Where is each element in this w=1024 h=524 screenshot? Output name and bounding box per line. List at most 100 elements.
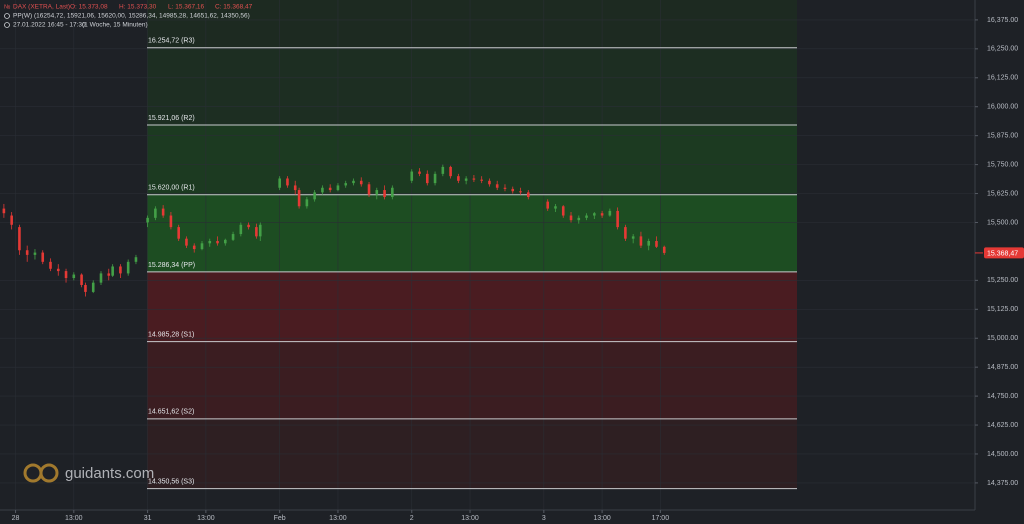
watermark: guidants.com bbox=[23, 463, 154, 483]
candle-body bbox=[662, 246, 666, 253]
x-tick-label: 13:00 bbox=[593, 515, 611, 522]
candle-body bbox=[146, 217, 149, 223]
candle-body bbox=[126, 261, 130, 274]
candle-body bbox=[608, 210, 612, 216]
candle-body bbox=[99, 273, 103, 283]
candle-body bbox=[80, 274, 83, 285]
candle-body bbox=[18, 227, 21, 251]
pivot-zone bbox=[147, 341, 797, 419]
candle-body bbox=[352, 180, 355, 184]
indicator: PP(W) bbox=[13, 13, 32, 20]
candle-body bbox=[585, 215, 588, 218]
y-tick-label: 14,375.00 bbox=[987, 480, 1018, 487]
y-tick-label: 15,875.00 bbox=[987, 133, 1018, 140]
candle-body bbox=[119, 266, 122, 274]
candle-body bbox=[359, 180, 363, 185]
y-tick-label: 16,125.00 bbox=[987, 75, 1018, 82]
y-tick-label: 15,250.00 bbox=[987, 277, 1018, 284]
pivot-zone bbox=[147, 0, 797, 48]
candle-body bbox=[56, 268, 60, 272]
candle-body bbox=[286, 178, 289, 186]
pivot-zone bbox=[147, 194, 797, 272]
ohlc-open: O: 15.373,08 bbox=[70, 4, 108, 11]
candle-body bbox=[647, 240, 651, 246]
candle-body bbox=[546, 201, 550, 209]
pivot-zones bbox=[147, 0, 797, 489]
candle-body bbox=[216, 240, 219, 244]
y-tick-label: 14,500.00 bbox=[987, 451, 1018, 458]
candle-body bbox=[305, 199, 309, 207]
candle-body bbox=[223, 239, 227, 244]
candle-body bbox=[297, 190, 301, 207]
candle-body bbox=[134, 257, 138, 262]
x-tick-label: 3 bbox=[542, 515, 546, 522]
candle-body bbox=[639, 236, 643, 246]
candle-body bbox=[321, 187, 324, 193]
candle-body bbox=[200, 243, 204, 250]
x-tick-label: 2 bbox=[410, 515, 414, 522]
candle-body bbox=[336, 185, 340, 191]
header: № DAX (XETRA, Last) O: 15.373,08 H: 15.3… bbox=[4, 4, 253, 29]
candle-body bbox=[488, 180, 491, 185]
candle-body bbox=[449, 166, 452, 177]
candle-body bbox=[192, 245, 196, 250]
candle-body bbox=[655, 240, 658, 247]
candle-body bbox=[577, 217, 581, 221]
candle-body bbox=[247, 224, 250, 228]
candle-body bbox=[25, 250, 29, 255]
ohlc-low: L: 15.367,16 bbox=[168, 4, 205, 11]
indicator-values: (16254,72, 15921,06, 15620,00, 15286,34,… bbox=[34, 13, 250, 20]
watermark-text: guidants.com bbox=[65, 465, 154, 482]
last-price-tag bbox=[984, 247, 1024, 259]
clock-icon bbox=[4, 22, 10, 28]
x-tick-label: 31 bbox=[144, 515, 152, 522]
candle-body bbox=[480, 179, 483, 181]
candle-body bbox=[503, 187, 507, 189]
time-range: 27.01.2022 16:45 - 17:30 bbox=[13, 22, 86, 29]
candle-body bbox=[328, 187, 332, 191]
grid bbox=[0, 0, 975, 510]
candle-body bbox=[255, 227, 258, 237]
candle-body bbox=[72, 274, 76, 279]
candle-body bbox=[433, 173, 437, 184]
candle-body bbox=[84, 284, 87, 292]
y-tick-label: 15,125.00 bbox=[987, 306, 1018, 313]
x-tick-label: 13:00 bbox=[197, 515, 215, 522]
x-tick-label: 28 bbox=[12, 515, 20, 522]
candle-body bbox=[511, 188, 515, 192]
logo-ring bbox=[39, 463, 59, 483]
x-tick-label: 13:00 bbox=[329, 515, 347, 522]
instrument: DAX (XETRA, Last) bbox=[13, 4, 70, 11]
candle-body bbox=[278, 178, 281, 188]
pivot-label: 14.985,28 (S1) bbox=[148, 331, 194, 338]
candle-body bbox=[2, 208, 6, 214]
candle-body bbox=[464, 178, 468, 181]
x-tick-label: 17:00 bbox=[652, 515, 670, 522]
candle-body bbox=[177, 227, 180, 239]
candle-body bbox=[383, 190, 386, 198]
pivot-zone bbox=[147, 271, 797, 342]
candle-body bbox=[519, 191, 522, 193]
y-tick-label: 14,875.00 bbox=[987, 364, 1018, 371]
candle-body bbox=[367, 184, 371, 195]
candle-body bbox=[91, 282, 95, 292]
y-tick-label: 15,500.00 bbox=[987, 219, 1018, 226]
candle-body bbox=[600, 213, 604, 216]
candle-body bbox=[631, 236, 635, 239]
candle-body bbox=[293, 185, 297, 191]
indicator-icon bbox=[4, 13, 10, 19]
pivot-zone bbox=[147, 47, 797, 125]
y-tick-label: 16,375.00 bbox=[987, 17, 1018, 24]
pivot-label: 15.620,00 (R1) bbox=[148, 185, 195, 192]
candle-body bbox=[593, 213, 596, 216]
last-price-label: 15.368,47 bbox=[987, 250, 1018, 257]
candle-body bbox=[111, 266, 114, 276]
candle-body bbox=[169, 215, 173, 228]
candle-body bbox=[41, 252, 45, 262]
candle-body bbox=[49, 261, 52, 269]
candle-body bbox=[10, 215, 13, 225]
ohlc-high: H: 15.373,30 bbox=[119, 4, 157, 11]
candle-body bbox=[457, 176, 460, 181]
y-tick-label: 15,750.00 bbox=[987, 161, 1018, 168]
